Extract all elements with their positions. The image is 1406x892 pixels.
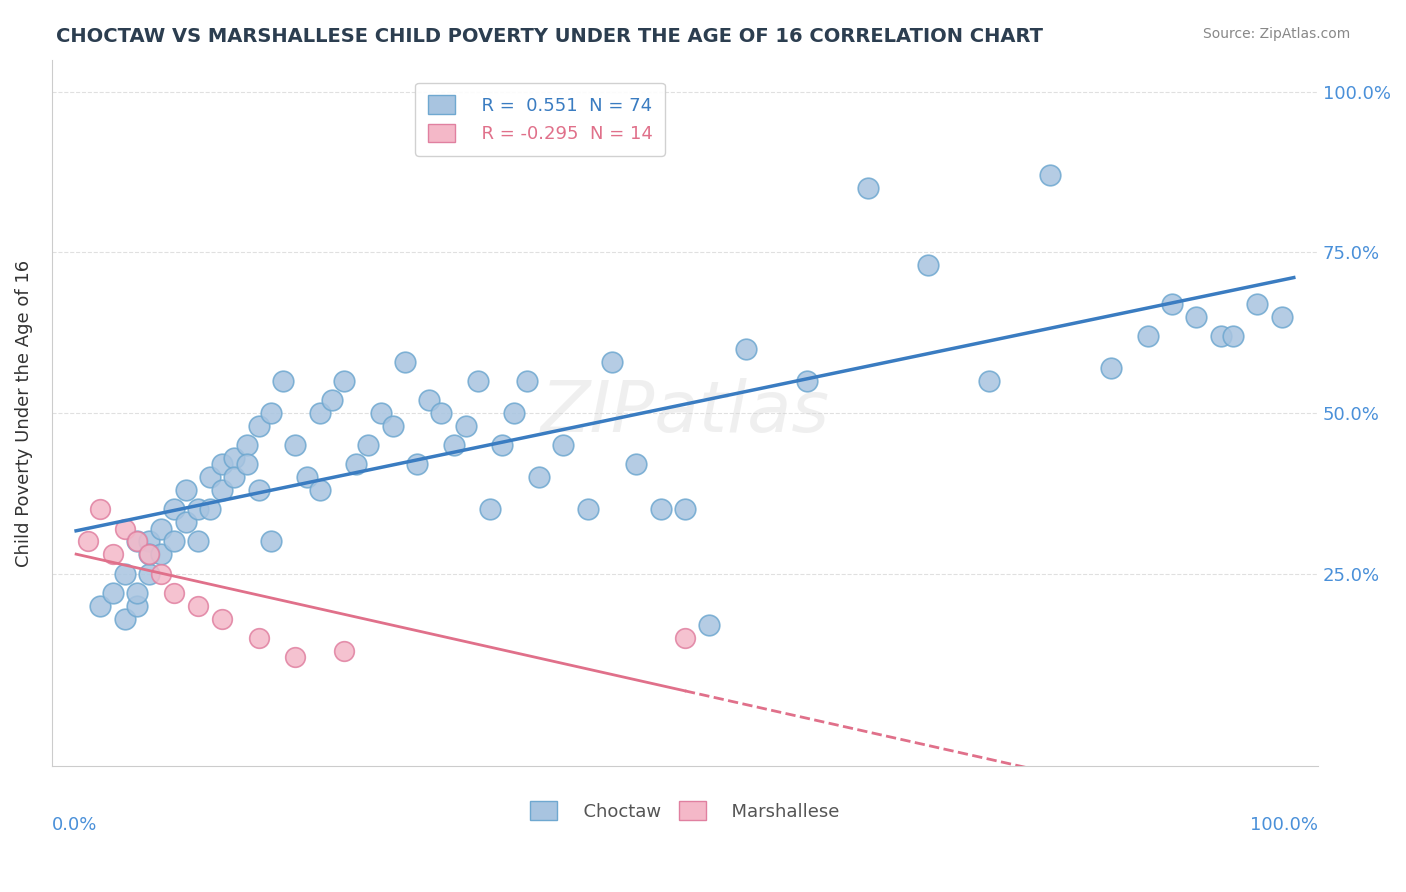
Point (1185, 310, 1208, 324)
Point (297, 470, 319, 484)
Point (89, 502, 111, 516)
Point (1209, 329, 1232, 343)
Point (576, 502, 599, 516)
Point (187, 534, 209, 549)
Point (162, 534, 184, 549)
Point (247, 631, 270, 645)
Point (284, 650, 307, 665)
Point (138, 547, 160, 561)
Point (162, 502, 184, 516)
Point (247, 483, 270, 497)
Point (247, 418, 270, 433)
Point (357, 438, 380, 452)
Point (114, 611, 136, 625)
Point (77, 534, 100, 549)
Point (150, 566, 173, 581)
Point (503, 406, 526, 420)
Point (321, 393, 343, 408)
Point (650, 502, 672, 516)
Point (697, 618, 720, 632)
Point (235, 438, 257, 452)
Point (235, 458, 257, 472)
Point (626, 458, 648, 472)
Point (101, 586, 124, 600)
Point (673, 502, 696, 516)
Point (344, 458, 367, 472)
Point (418, 393, 440, 408)
Point (734, 342, 756, 356)
Point (125, 586, 148, 600)
Point (284, 438, 307, 452)
Point (138, 547, 160, 561)
Text: 0.0%: 0.0% (52, 816, 97, 834)
Point (381, 418, 404, 433)
Point (150, 547, 173, 561)
Point (600, 354, 623, 368)
Point (114, 566, 136, 581)
Point (174, 515, 197, 529)
Text: Source: ZipAtlas.com: Source: ZipAtlas.com (1202, 27, 1350, 41)
Point (979, 374, 1001, 388)
Point (138, 566, 160, 581)
Point (224, 470, 246, 484)
Point (198, 502, 221, 516)
Point (260, 534, 283, 549)
Point (491, 438, 513, 452)
Point (211, 458, 233, 472)
Point (198, 470, 221, 484)
Point (101, 547, 124, 561)
Point (211, 483, 233, 497)
Point (114, 522, 136, 536)
Point (406, 458, 429, 472)
Legend:   Choctaw,   Marshallese: Choctaw, Marshallese (523, 794, 846, 828)
Point (917, 258, 939, 272)
Text: ZIPatlas: ZIPatlas (540, 378, 830, 448)
Point (516, 374, 538, 388)
Point (673, 631, 696, 645)
Point (308, 406, 330, 420)
Point (370, 406, 392, 420)
Point (125, 534, 148, 549)
Point (150, 522, 173, 536)
Point (394, 354, 416, 368)
Point (211, 611, 233, 625)
Point (1099, 361, 1122, 376)
Point (479, 502, 502, 516)
Point (443, 438, 465, 452)
Point (162, 586, 184, 600)
Point (430, 406, 453, 420)
Point (333, 643, 356, 657)
Point (125, 599, 148, 613)
Point (187, 599, 209, 613)
Y-axis label: Child Poverty Under the Age of 16: Child Poverty Under the Age of 16 (15, 260, 32, 566)
Point (174, 483, 197, 497)
Point (1136, 329, 1159, 343)
Point (553, 438, 575, 452)
Point (138, 534, 160, 549)
Point (1222, 329, 1244, 343)
Text: 100.0%: 100.0% (1250, 816, 1319, 834)
Point (454, 418, 477, 433)
Point (125, 534, 148, 549)
Point (796, 374, 818, 388)
Point (187, 502, 209, 516)
Point (224, 450, 246, 465)
Point (467, 374, 489, 388)
Point (89, 599, 111, 613)
Point (1161, 297, 1184, 311)
Text: CHOCTAW VS MARSHALLESE CHILD POVERTY UNDER THE AGE OF 16 CORRELATION CHART: CHOCTAW VS MARSHALLESE CHILD POVERTY UND… (56, 27, 1043, 45)
Point (1271, 310, 1294, 324)
Point (333, 374, 356, 388)
Point (856, 181, 879, 195)
Point (1246, 297, 1268, 311)
Point (527, 470, 550, 484)
Point (308, 483, 330, 497)
Point (271, 374, 294, 388)
Point (1039, 168, 1062, 182)
Point (260, 406, 283, 420)
